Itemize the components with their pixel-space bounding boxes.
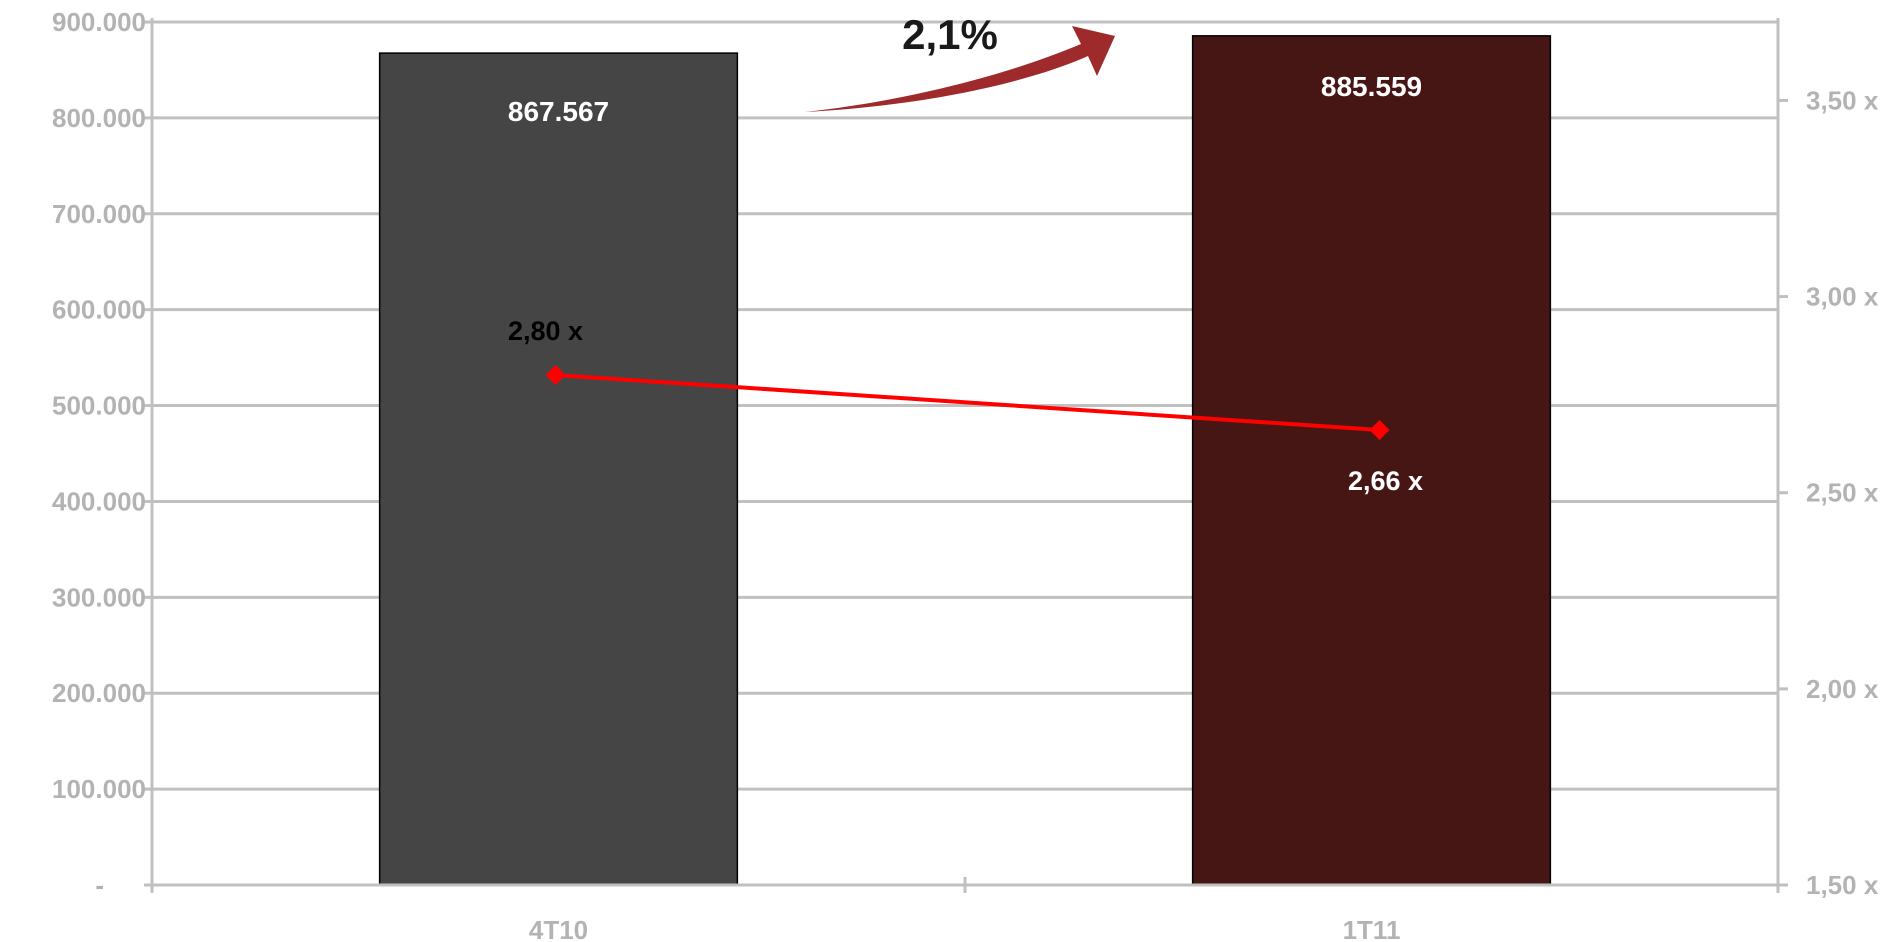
x-axis-tick-label: 4T10 — [529, 915, 588, 942]
bar — [1191, 35, 1552, 886]
bar-value-labels: 867.567 885.559 — [508, 71, 1422, 127]
bar-value-label: 867.567 — [508, 96, 609, 127]
left-axis-tick-label: - — [95, 870, 104, 900]
left-axis-tick-label: 600.000 — [52, 295, 146, 325]
right-axis-tick-label: 2,00 x — [1806, 674, 1879, 704]
bars — [378, 35, 1552, 886]
x-axis-tick-label: 1T11 — [1343, 915, 1401, 942]
right-axis-tick-label: 3,50 x — [1806, 85, 1879, 115]
left-axis-tick-label: 900.000 — [52, 7, 146, 37]
left-axis-tick-labels: - 100.000 200.000 300.000 400.000 500.000 600.… — [52, 7, 146, 900]
line-value-label: 2,80 x — [508, 316, 583, 346]
line-point-marker — [545, 365, 566, 386]
bar-value-label: 885.559 — [1321, 71, 1422, 102]
left-axis-tick-label: 300.000 — [52, 582, 146, 612]
right-axis-tick-labels: 1,50 x 2,00 x 2,50 x 3,00 x 3,50 x — [1806, 85, 1879, 900]
right-axis-tick-label: 2,50 x — [1806, 478, 1879, 508]
left-axis-tick-label: 400.000 — [52, 486, 146, 516]
left-axis-tick-label: 100.000 — [52, 774, 146, 804]
right-axis-tick-label: 3,00 x — [1806, 282, 1879, 312]
left-axis-tick-label: 200.000 — [52, 678, 146, 708]
bar — [378, 52, 739, 886]
left-axis-tick-label: 800.000 — [52, 103, 146, 133]
line-value-label: 2,66 x — [1348, 466, 1423, 496]
x-axis-tick-labels: 4T10 1T11 — [529, 915, 1401, 942]
line-point-marker — [1369, 419, 1390, 440]
right-axis-tick-label: 1,50 x — [1806, 870, 1879, 900]
left-axis-tick-label: 500.000 — [52, 391, 146, 421]
growth-annotation: 2,1% — [805, 11, 1115, 112]
left-axis-tick-label: 700.000 — [52, 199, 146, 229]
line-value-labels: 2,80 x 2,66 x — [508, 316, 1423, 496]
ratio-line-series — [545, 365, 1390, 440]
growth-percentage-label: 2,1% — [902, 11, 998, 58]
ratio-line — [555, 373, 1380, 432]
growth-arrow-icon — [805, 26, 1115, 112]
axes — [144, 18, 1788, 893]
